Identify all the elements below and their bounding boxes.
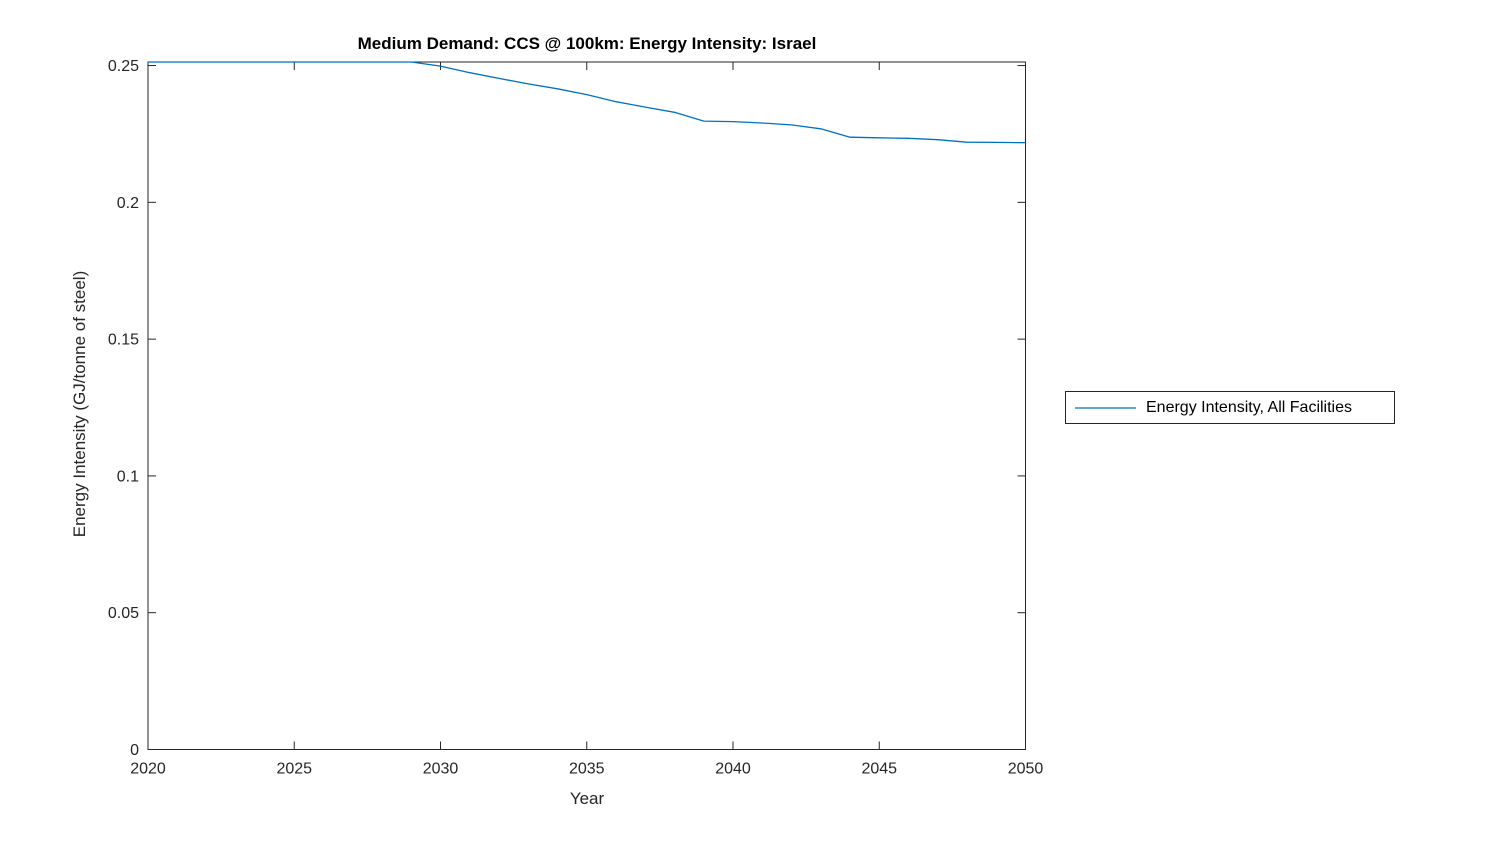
x-tick-label: 2035 [569,761,605,778]
y-tick-label: 0.05 [108,605,139,622]
legend-label: Energy Intensity, All Facilities [1146,398,1353,416]
y-tick-label: 0.2 [117,195,139,212]
y-tick-label: 0.1 [117,468,139,485]
chart-title: Medium Demand: CCS @ 100km: Energy Inten… [357,34,817,53]
legend-box[interactable]: Energy Intensity, All Facilities [1065,391,1395,424]
y-tick-label: 0 [130,742,139,759]
x-tick-label: 2045 [861,761,897,778]
x-tick-label: 2050 [1008,761,1044,778]
y-tick-label: 0.25 [108,58,139,75]
x-axis-label: Year [569,789,605,808]
x-tick-label: 2020 [130,761,166,778]
x-tick-label: 2030 [423,761,459,778]
axes-box [147,61,1026,750]
x-tick-label: 2040 [715,761,751,778]
x-tick-label: 2025 [276,761,312,778]
y-tick-label: 0.15 [108,332,139,349]
series-line-energy-intensity [148,61,1026,144]
legend-line-sample [1075,406,1136,409]
